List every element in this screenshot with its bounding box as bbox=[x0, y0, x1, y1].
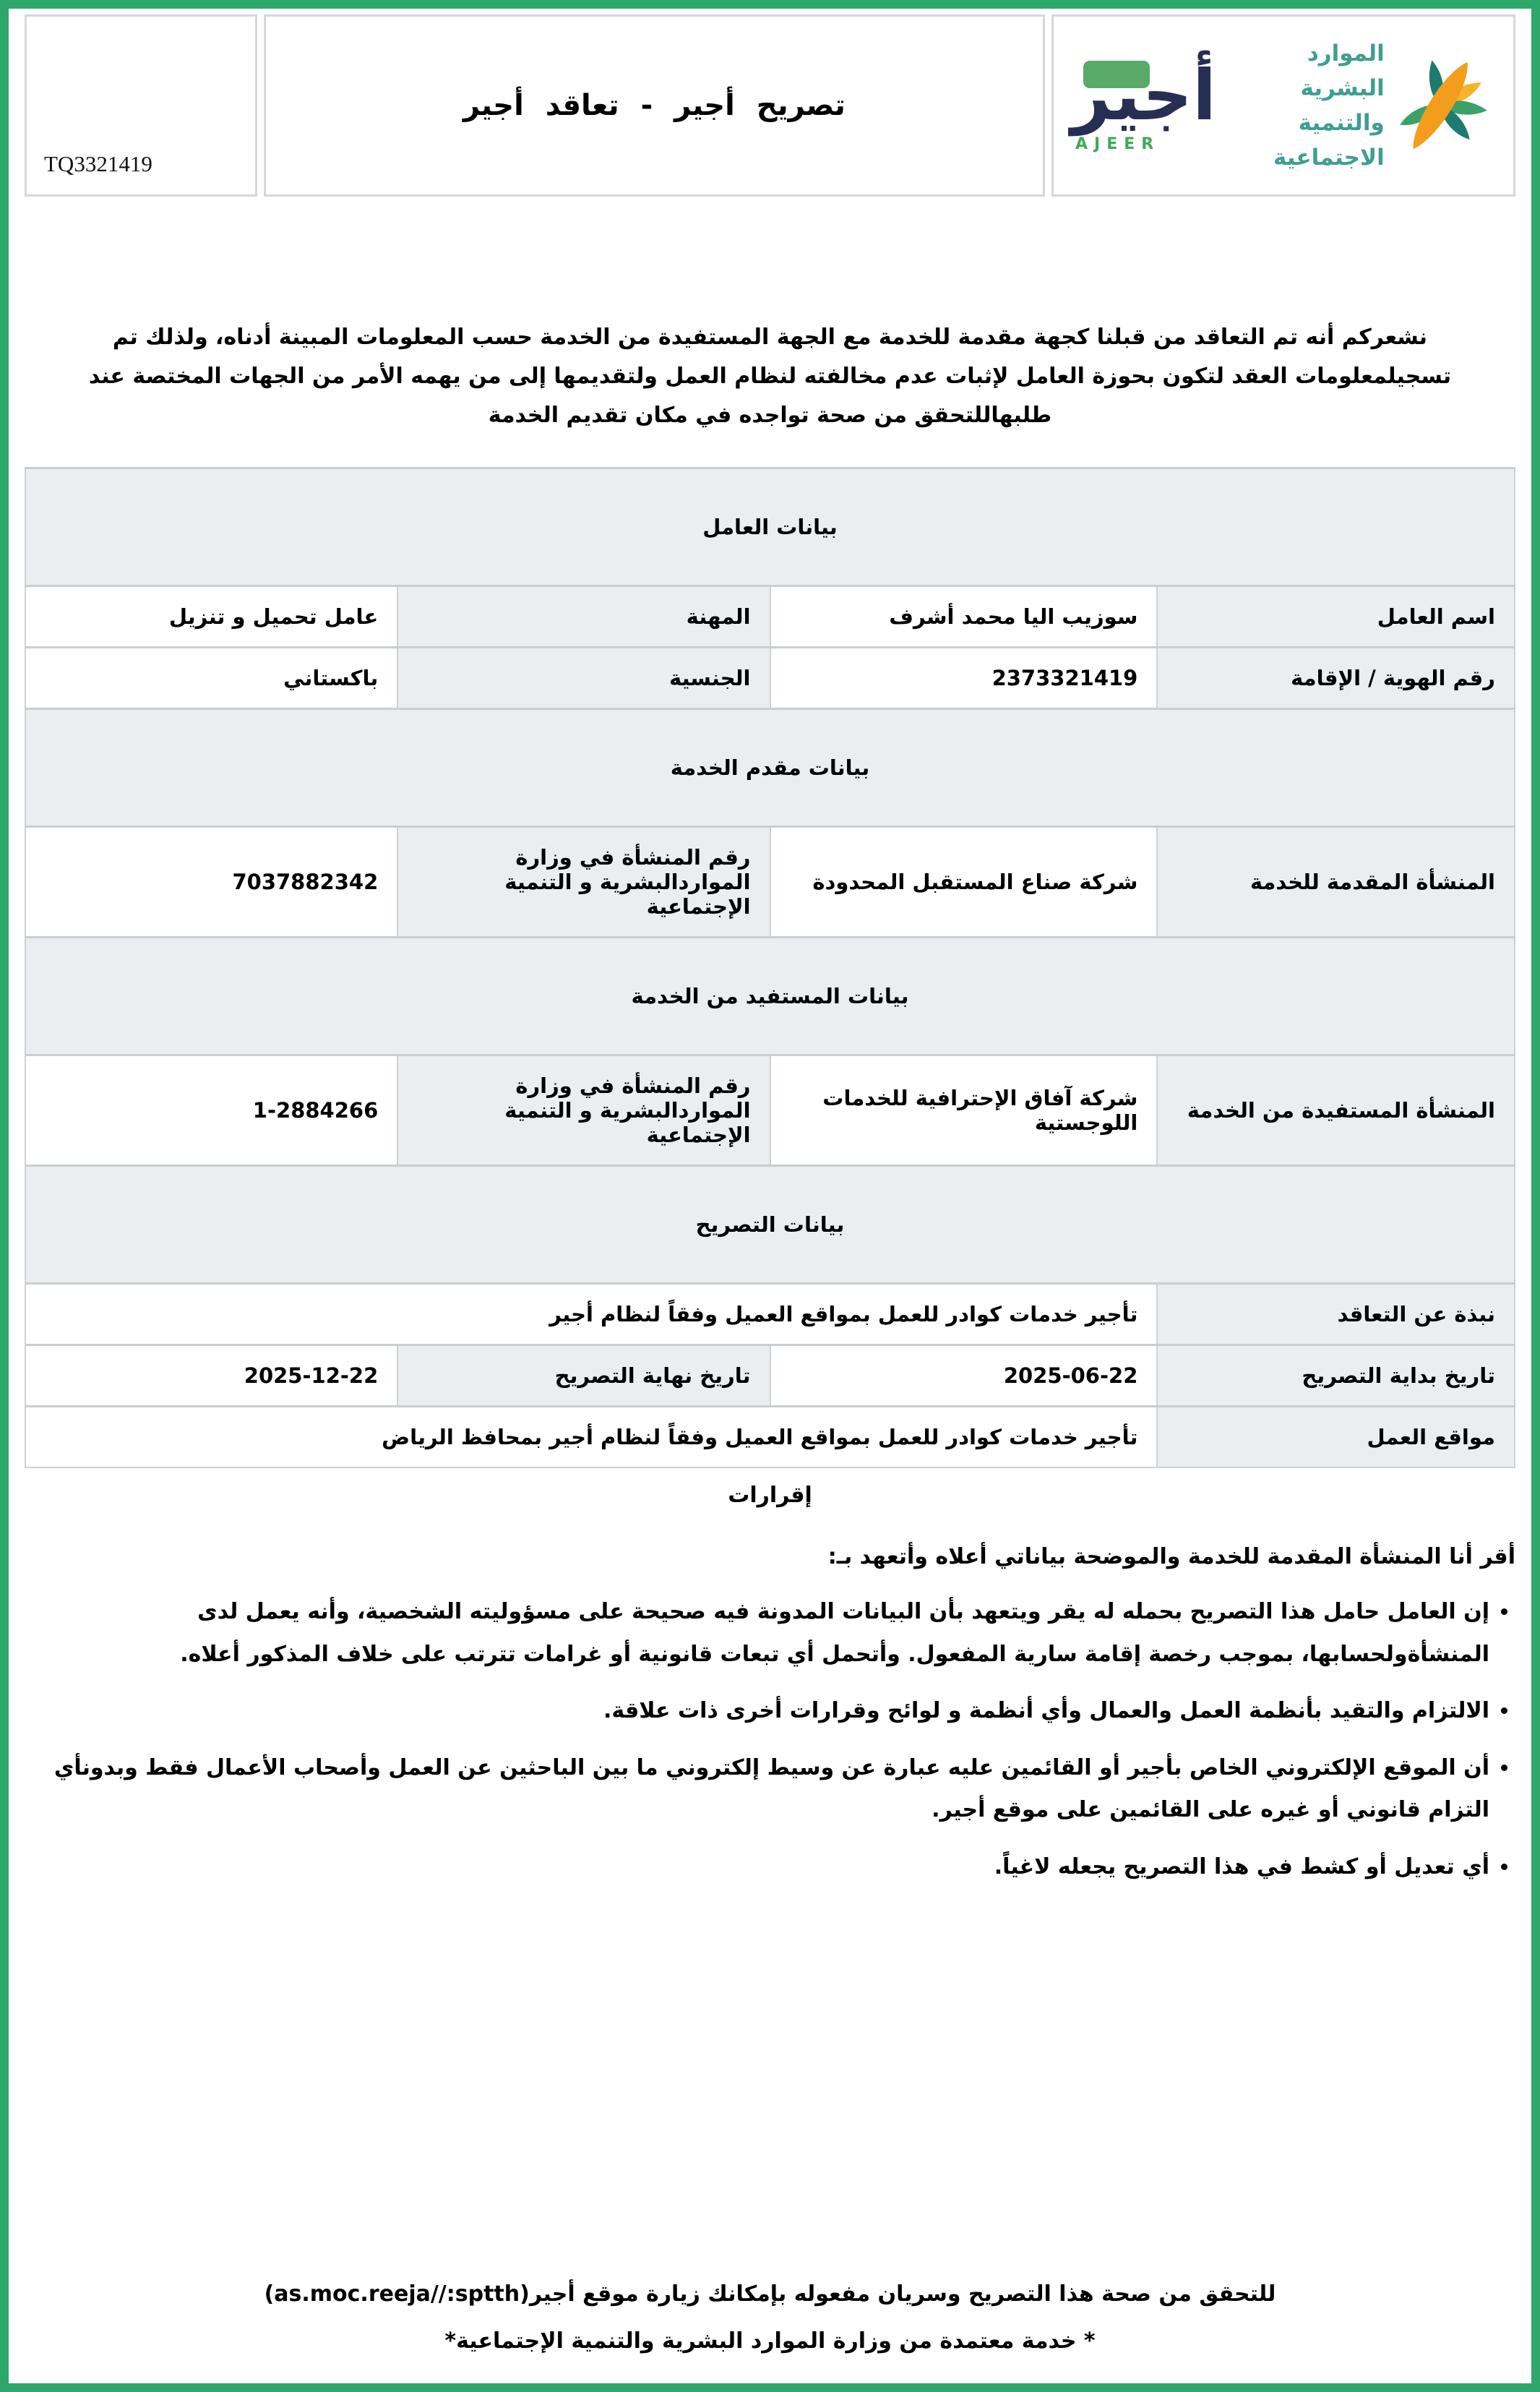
declarations-title: إقرارات bbox=[728, 1483, 812, 1508]
section-title-worker: بيانات العامل bbox=[25, 467, 1515, 587]
permit-number: TQ3321419 bbox=[44, 151, 152, 176]
permit-table: بيانات العامل اسم العامل سوزيب اليا محمد… bbox=[24, 467, 1515, 1468]
section-permit: بيانات التصريح bbox=[25, 1165, 1515, 1285]
footer-approved-line: * خدمة معتمدة من وزارة الموارد البشرية و… bbox=[444, 2328, 1096, 2354]
declaration-item: أي تعديل أو كشط في هذا التصريح يجعله لاغ… bbox=[25, 1846, 1489, 1889]
start-date-label: تاريخ بداية التصريح bbox=[1156, 1344, 1515, 1407]
permit-number-box: TQ3321419 bbox=[25, 14, 257, 197]
profession-label: المهنة bbox=[397, 585, 771, 648]
provider-name-value: شركة صناع المستقبل المحدودة bbox=[769, 826, 1158, 938]
section-provider: بيانات مقدم الخدمة bbox=[25, 708, 1515, 828]
id-value: 2373321419 bbox=[769, 646, 1158, 710]
profession-value: عامل تحميل و تنزيل bbox=[24, 585, 399, 648]
section-title-provider: بيانات مقدم الخدمة bbox=[25, 708, 1515, 828]
declaration-item: إن العامل حامل هذا التصريح بحمله له يقر … bbox=[25, 1591, 1489, 1676]
ajeer-latin-wordmark: AJEER bbox=[1075, 135, 1161, 154]
end-date-value: 2025-12-22 bbox=[24, 1344, 399, 1407]
footer-verify-line: للتحقق من صحة هذا التصريح وسريان مفعوله … bbox=[264, 2281, 1276, 2307]
provider-label: المنشأة المقدمة للخدمة bbox=[1156, 826, 1515, 938]
ajeer-green-block bbox=[1083, 60, 1150, 88]
section-title-beneficiary: بيانات المستفيد من الخدمة bbox=[25, 936, 1515, 1056]
intro-paragraph: نشعركم أنه تم التعاقد من قبلنا كجهة مقدم… bbox=[88, 325, 1452, 428]
document-header: TQ3321419 تصريح أجير - تعاقد أجير أجير A… bbox=[25, 14, 1515, 197]
ministry-name: الموارد البشرية والتنمية الاجتماعية bbox=[1273, 40, 1385, 171]
declaration-item: الالتزام والتقيد بأنظمة العمل والعمال وأ… bbox=[25, 1690, 1489, 1733]
provider-mol-number-value: 7037882342 bbox=[24, 826, 399, 938]
declarations-intro: أقر أنا المنشأة المقدمة للخدمة والموضحة … bbox=[827, 1544, 1515, 1569]
work-locations-value: تأجير خدمات كوادر للعمل بمواقع العميل وف… bbox=[24, 1405, 1158, 1468]
ministry-palm-star-icon bbox=[1399, 60, 1487, 150]
provider-mol-number-label: رقم المنشأة في وزارة المواردالبشرية و ال… bbox=[397, 826, 771, 938]
beneficiary-mol-number-value: 1-2884266 bbox=[24, 1054, 399, 1167]
worker-name-value: سوزيب اليا محمد أشرف bbox=[769, 585, 1158, 648]
beneficiary-label: المنشأة المستفيدة من الخدمة bbox=[1156, 1054, 1515, 1167]
table-row: مواقع العمل تأجير خدمات كوادر للعمل بموا… bbox=[24, 1405, 1515, 1468]
ajeer-arabic-wordmark: أجير bbox=[1071, 54, 1216, 136]
table-row: رقم الهوية / الإقامة 2373321419 الجنسية … bbox=[24, 646, 1515, 710]
logos-box: أجير AJEER الموارد البشرية والتنمية الاج… bbox=[1051, 14, 1515, 197]
table-row: المنشأة المقدمة للخدمة شركة صناع المستقب… bbox=[24, 826, 1515, 938]
document-footer: للتحقق من صحة هذا التصريح وسريان مفعوله … bbox=[9, 2271, 1531, 2365]
end-date-label: تاريخ نهاية التصريح bbox=[397, 1344, 771, 1407]
section-beneficiary: بيانات المستفيد من الخدمة bbox=[25, 936, 1515, 1056]
nationality-value: باكستاني bbox=[24, 646, 399, 710]
ministry-logo: الموارد البشرية والتنمية الاجتماعية bbox=[1216, 36, 1496, 175]
nationality-label: الجنسية bbox=[397, 646, 771, 710]
table-row: اسم العامل سوزيب اليا محمد أشرف المهنة ع… bbox=[24, 585, 1515, 648]
contract-brief-value: تأجير خدمات كوادر للعمل بمواقع العميل وف… bbox=[24, 1282, 1158, 1346]
worker-name-label: اسم العامل bbox=[1156, 585, 1515, 648]
table-row: المنشأة المستفيدة من الخدمة شركة آفاق ال… bbox=[24, 1054, 1515, 1167]
id-label: رقم الهوية / الإقامة bbox=[1156, 646, 1515, 710]
beneficiary-name-value: شركة آفاق الإحترافية للخدمات اللوجستية bbox=[769, 1054, 1158, 1167]
declaration-item: أن الموقع الإلكتروني الخاص بأجير أو القا… bbox=[25, 1747, 1489, 1832]
section-worker: بيانات العامل bbox=[25, 467, 1515, 587]
ajeer-logo: أجير AJEER bbox=[1071, 54, 1216, 154]
table-row: نبذة عن التعاقد تأجير خدمات كوادر للعمل … bbox=[24, 1282, 1515, 1346]
beneficiary-mol-number-label: رقم المنشأة في وزارة المواردالبشرية و ال… bbox=[397, 1054, 771, 1167]
title-box: تصريح أجير - تعاقد أجير bbox=[264, 14, 1045, 197]
section-title-permit: بيانات التصريح bbox=[25, 1165, 1515, 1285]
table-row: تاريخ بداية التصريح 2025-06-22 تاريخ نها… bbox=[24, 1344, 1515, 1407]
contract-brief-label: نبذة عن التعاقد bbox=[1156, 1282, 1515, 1346]
document-title: تصريح أجير - تعاقد أجير bbox=[463, 89, 846, 122]
work-locations-label: مواقع العمل bbox=[1156, 1405, 1515, 1468]
declarations-list: إن العامل حامل هذا التصريح بحمله له يقر … bbox=[25, 1591, 1515, 1888]
start-date-value: 2025-06-22 bbox=[769, 1344, 1158, 1407]
